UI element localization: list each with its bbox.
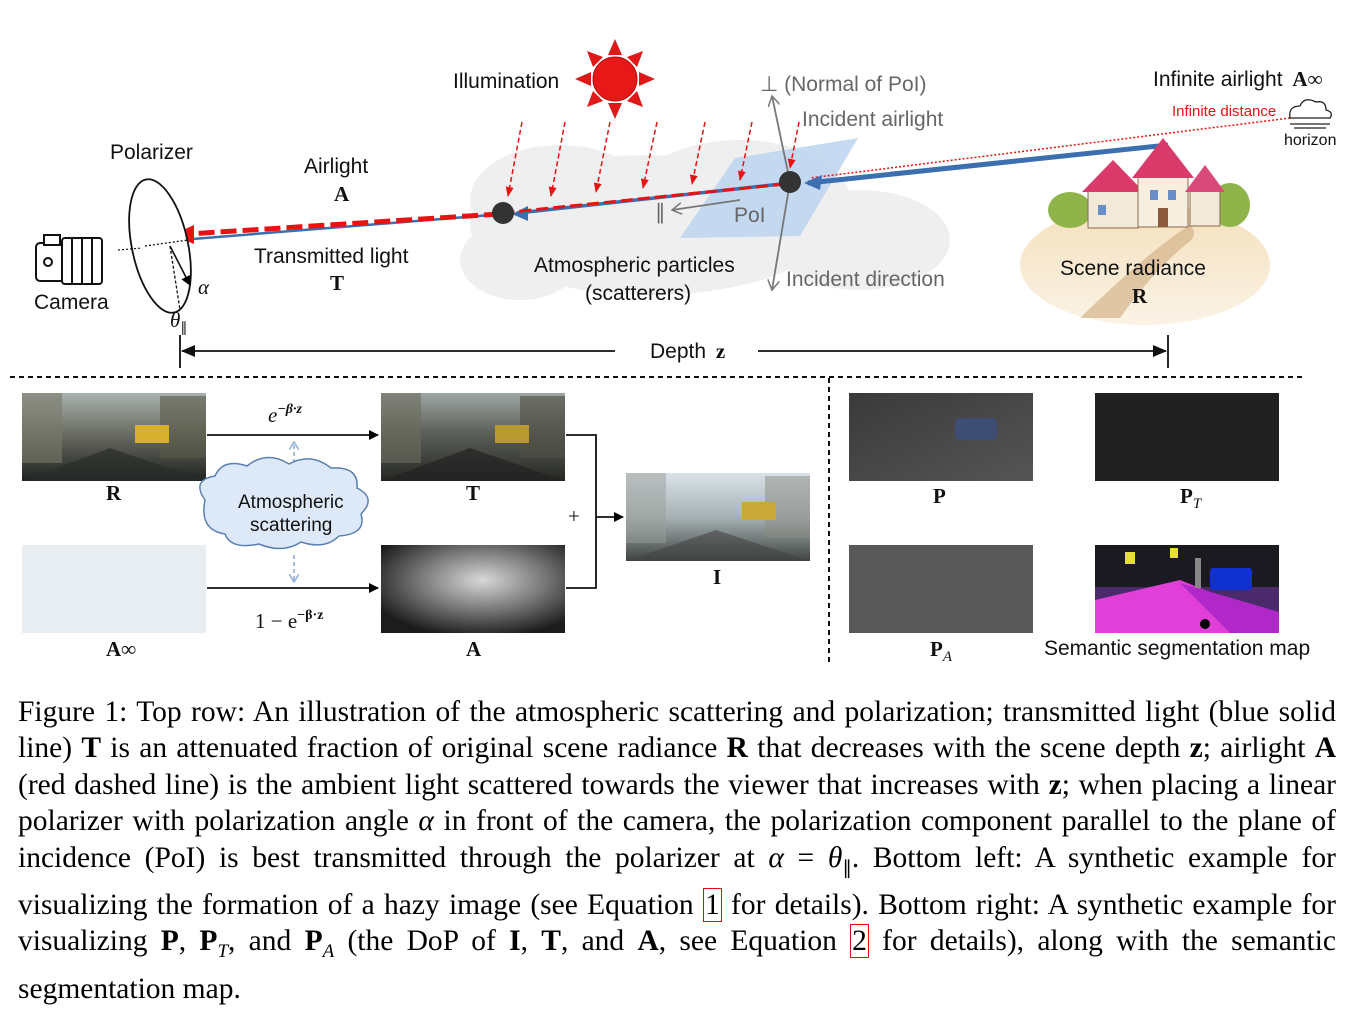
image-PA: [849, 545, 1033, 633]
equation-ref-1[interactable]: 1: [702, 887, 722, 922]
label-P: P: [933, 484, 946, 508]
scattering-cloud-icon: [199, 456, 369, 550]
horizon-label: horizon: [1284, 132, 1336, 149]
alpha-label: α: [198, 275, 210, 299]
plus-sign: +: [568, 504, 580, 528]
image-T: [381, 393, 565, 481]
particle-far: [779, 171, 801, 193]
airlight-symbol: A: [334, 182, 350, 206]
image-A: [381, 545, 565, 633]
transmitted-light-label: Transmitted light: [254, 245, 409, 268]
equation-ref-2[interactable]: 2: [850, 924, 869, 959]
label-A: A: [466, 637, 482, 661]
poi-plane: [680, 138, 858, 238]
cloud-label-1: Atmospheric: [238, 492, 344, 513]
incident-direction-label: Incident direction: [786, 268, 945, 291]
cloud-label-2: scattering: [250, 515, 332, 536]
camera-label: Camera: [34, 291, 109, 314]
polarizer-icon: [117, 178, 192, 314]
figure-1: Illumination ⊥ (Normal of PoI) Incident …: [10, 39, 1336, 665]
image-P: [849, 393, 1033, 481]
label-R: R: [106, 481, 122, 505]
segmentation-label: Semantic segmentation map: [1044, 637, 1310, 660]
airlight-formula: 1 − e−β·z: [255, 608, 323, 633]
scene-radiance-symbol: R: [1132, 284, 1148, 308]
illumination-rays: [505, 121, 800, 197]
poi-label: PoI: [734, 204, 766, 227]
horizon-cloud-icon: [1289, 99, 1332, 129]
image-A-inf: [22, 545, 206, 633]
label-PA: PA: [930, 637, 953, 665]
camera-icon: [35, 234, 103, 285]
parallel-symbol: ∥: [655, 201, 666, 224]
image-R: [22, 393, 206, 481]
sun-icon: [575, 39, 655, 119]
label-T: T: [466, 481, 480, 505]
particles-label-2: (scatterers): [585, 282, 691, 305]
infinite-airlight-label: Infinite airlight A∞: [1153, 67, 1323, 91]
illumination-label: Illumination: [453, 70, 559, 93]
infinite-airlight-ray: [809, 117, 1291, 179]
label-A-inf: A∞: [106, 637, 136, 661]
normal-label: ⊥ (Normal of PoI): [760, 73, 927, 96]
scene-radiance-label: Scene radiance: [1060, 257, 1206, 280]
image-PT: [1095, 393, 1279, 481]
image-segmentation: [1095, 545, 1279, 633]
transmission-formula: e−β·z: [268, 402, 302, 427]
label-PT: PT: [1180, 484, 1203, 512]
figure-caption: Figure 1: Top row: An illustration of th…: [18, 696, 1337, 1005]
infinite-distance-label: Infinite distance: [1172, 103, 1276, 120]
particle-near: [492, 202, 514, 224]
polarizer-label: Polarizer: [110, 141, 193, 164]
label-I: I: [713, 565, 721, 589]
depth-axis: [179, 335, 1169, 368]
airlight-label: Airlight: [304, 155, 368, 178]
transmitted-symbol: T: [330, 271, 344, 295]
image-I: [626, 473, 810, 561]
incident-airlight-label: Incident airlight: [802, 108, 943, 131]
combine-bracket: [566, 434, 597, 589]
scene-illustration: [1020, 138, 1270, 325]
particles-label-1: Atmospheric particles: [534, 254, 735, 277]
theta-label: θ∥: [170, 308, 187, 336]
depth-label: Depth z: [650, 339, 725, 363]
